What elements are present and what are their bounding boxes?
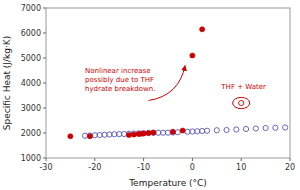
point: [92, 133, 97, 138]
point: [146, 130, 151, 135]
y-tick-label: 5000: [21, 54, 41, 63]
y-tick: [43, 108, 46, 109]
y-tick-label: 1000: [21, 154, 41, 163]
point: [112, 132, 117, 137]
y-tick-label: 6000: [21, 29, 41, 38]
point: [239, 100, 244, 105]
highlight-ellipse: [233, 97, 250, 108]
point: [121, 131, 126, 136]
x-tick: [290, 158, 291, 161]
point: [273, 125, 278, 130]
point: [224, 127, 229, 132]
x-tick-label: 0: [190, 163, 195, 172]
point: [141, 131, 146, 136]
x-axis-label: Temperature (°C): [128, 178, 207, 188]
point: [156, 130, 161, 135]
point: [200, 128, 205, 133]
point: [68, 134, 73, 139]
y-tick: [43, 8, 46, 9]
annotation-line: THF + Water: [220, 83, 266, 91]
y-tick: [43, 83, 46, 84]
point: [146, 130, 151, 135]
point: [131, 131, 136, 136]
point: [204, 128, 209, 133]
point: [190, 129, 195, 134]
point: [234, 127, 239, 132]
x-tick-label: 10: [236, 163, 246, 172]
point: [170, 129, 175, 134]
annotation-line: Nonlinear increase: [85, 67, 151, 75]
point: [165, 130, 170, 135]
point: [170, 130, 175, 135]
point: [102, 132, 107, 137]
x-tick: [94, 158, 95, 161]
point: [117, 132, 122, 137]
point: [283, 125, 288, 130]
point: [87, 133, 92, 138]
annotation-line: hydrate breakdown.: [85, 85, 155, 93]
point: [107, 132, 112, 137]
point: [190, 53, 195, 58]
point: [82, 133, 87, 138]
point: [200, 27, 205, 32]
annotation: Nonlinear increasepossibly due to THFhyd…: [85, 67, 155, 93]
chart: -30 -20 -10 0 10 20 1000 2000 3000 4000 5000 6000 70…: [0, 0, 300, 190]
y-tick-label: 3000: [21, 104, 41, 113]
x-tick: [192, 158, 193, 161]
point: [126, 132, 131, 137]
y-tick-label: 2000: [21, 129, 41, 138]
point: [151, 130, 156, 135]
point: [131, 132, 136, 137]
point: [161, 130, 166, 135]
x-tick: [143, 158, 144, 161]
plot-area: [68, 27, 288, 139]
point: [195, 129, 200, 134]
x-tick-label: 20: [285, 163, 295, 172]
y-tick: [43, 133, 46, 134]
y-axis-label: Specific Heat (J/kg·K): [2, 36, 12, 131]
y-tick-label: 7000: [21, 4, 41, 13]
x-tick-label: -30: [39, 163, 52, 172]
point: [180, 128, 185, 133]
point: [97, 132, 102, 137]
x-tick-label: -20: [88, 163, 101, 172]
y-tick: [43, 33, 46, 34]
point: [151, 130, 156, 135]
x-tick-label: -10: [137, 163, 150, 172]
x-tick: [241, 158, 242, 161]
annotation: THF + Water: [220, 83, 266, 91]
plot-frame: [46, 8, 290, 158]
y-tick: [43, 58, 46, 59]
annotation-line: possibly due to THF: [85, 76, 154, 84]
y-tick: [43, 158, 46, 159]
point: [214, 128, 219, 133]
y-tick-label: 4000: [21, 79, 41, 88]
point: [253, 126, 258, 131]
point: [141, 131, 146, 136]
point: [87, 134, 92, 139]
point: [263, 125, 268, 130]
point: [175, 130, 180, 135]
point: [185, 129, 190, 134]
point: [243, 126, 248, 131]
